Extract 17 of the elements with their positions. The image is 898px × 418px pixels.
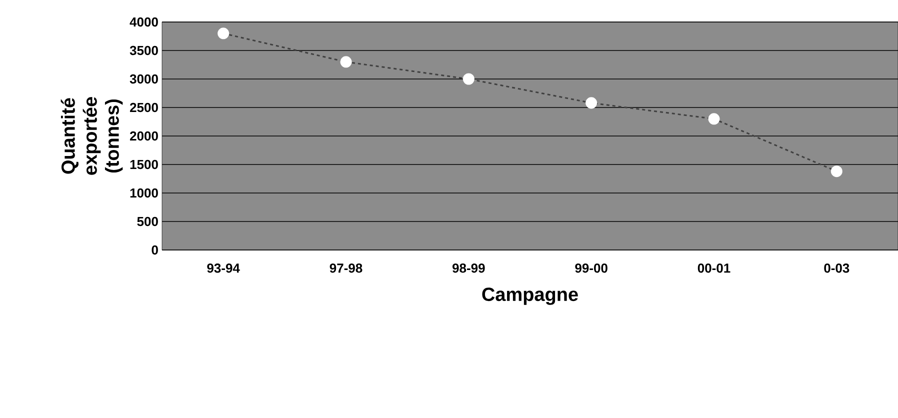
x-tick-label: 98-99: [452, 264, 485, 273]
x-tick-label: 00-01: [698, 264, 730, 273]
x-tick-label: 97-98: [330, 264, 362, 273]
y-tick-label: 4000: [130, 17, 158, 27]
y-axis-title: Quantité exportée (tonnes): [60, 97, 123, 175]
x-tick-label: 93-94: [207, 264, 240, 273]
y-tick-label: 2000: [130, 131, 158, 141]
y-tick-label: 0: [152, 245, 158, 255]
y-tick-label: 2500: [130, 102, 158, 112]
y-tick-label: 500: [137, 216, 158, 226]
y-tick-label: 3500: [130, 46, 158, 56]
y-tick-label: 3000: [130, 74, 158, 84]
y-tick-label: 1500: [130, 160, 158, 170]
x-tick-label: 0-03: [824, 264, 850, 273]
y-tick-label: 1000: [130, 188, 158, 198]
x-axis-title: Campagne: [482, 288, 578, 305]
x-tick-label: 99-00: [575, 264, 608, 273]
